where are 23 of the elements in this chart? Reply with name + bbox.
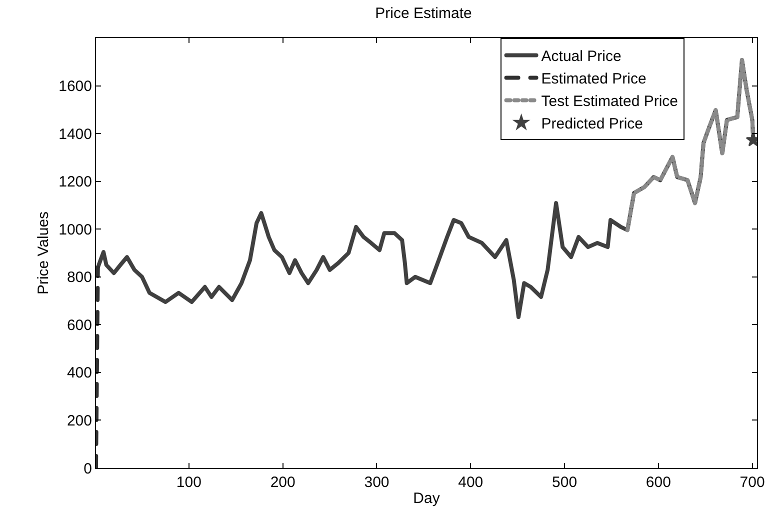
x-tick-label: 200	[270, 474, 296, 491]
legend-label: Actual Price	[541, 48, 622, 66]
y-tick-label: 1200	[58, 174, 92, 191]
legend-label: Estimated Price	[541, 70, 646, 88]
y-tick-label: 1000	[58, 221, 92, 238]
x-tick-label: 400	[458, 474, 484, 491]
y-tick-label: 0	[84, 460, 92, 478]
x-tick-label: 700	[740, 474, 765, 491]
y-tick-label: 1600	[58, 78, 92, 96]
y-tick-label: 400	[66, 364, 92, 382]
x-tick-label: 600	[646, 474, 671, 491]
y-tick-label: 200	[66, 412, 92, 430]
legend-label: Predicted Price	[541, 116, 644, 133]
x-tick-label: 300	[364, 474, 390, 491]
y-tick-label: 1400	[58, 126, 92, 143]
y-axis-title: Price Values	[34, 211, 52, 295]
legend-label: Test Estimated Price	[541, 93, 678, 110]
y-tick-label: 800	[66, 269, 92, 286]
x-tick-label: 100	[176, 474, 202, 491]
y-tick-label: 600	[66, 316, 92, 334]
chart-title: Price Estimate	[375, 5, 472, 22]
x-axis-title: Day	[413, 490, 440, 507]
x-tick-label: 500	[552, 474, 578, 491]
